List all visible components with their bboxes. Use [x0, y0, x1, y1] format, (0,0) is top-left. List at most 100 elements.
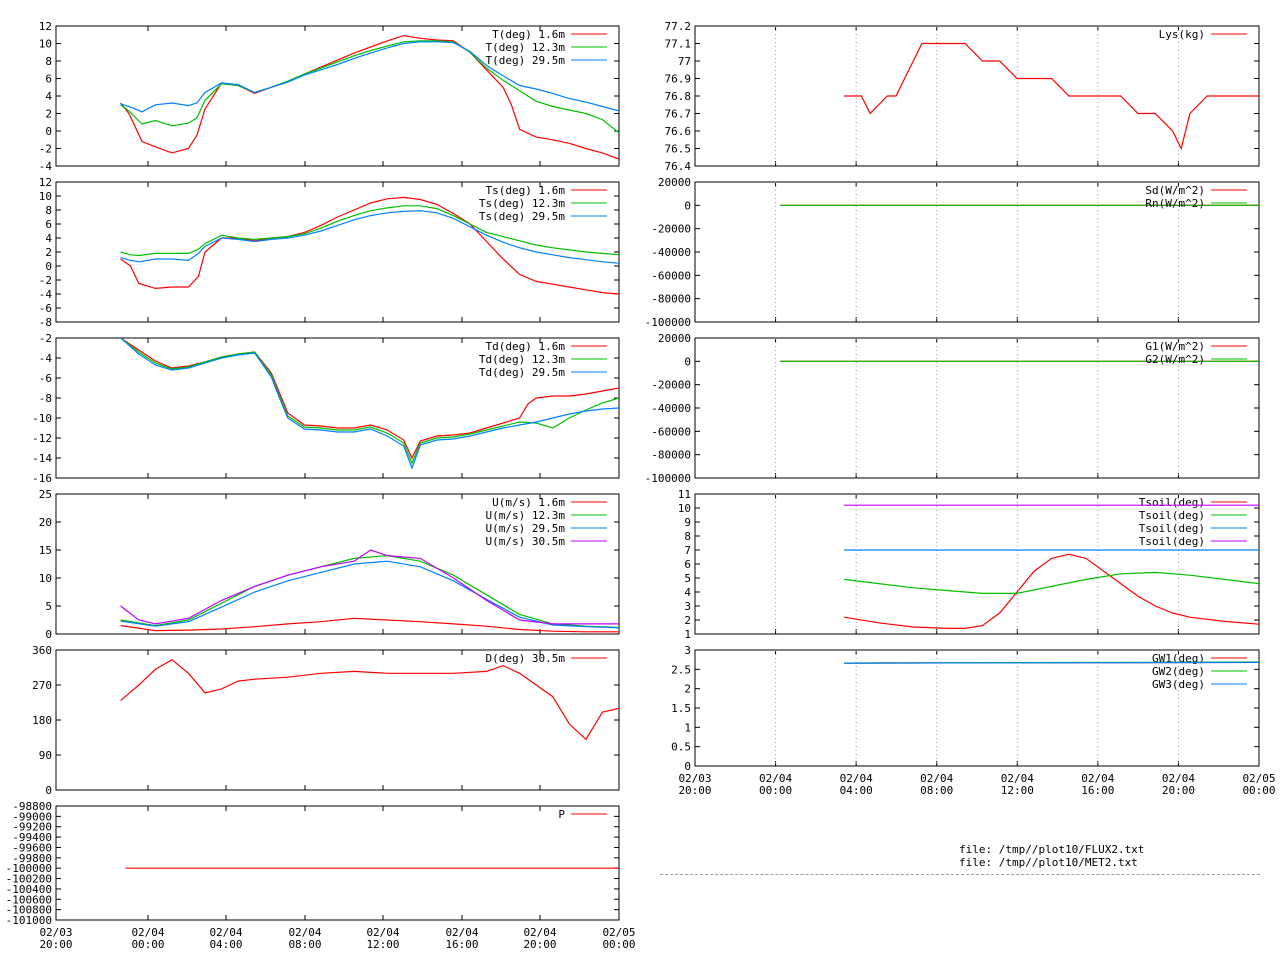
y-tick-label: 1.5 [671, 702, 691, 715]
x-tick-time: 08:00 [920, 784, 953, 797]
y-tick-label: 10 [678, 502, 691, 515]
y-tick-label: 10 [39, 38, 52, 51]
y-tick-label: 0 [45, 125, 52, 138]
y-tick-label: 76.4 [665, 160, 692, 173]
y-tick-label: 0 [684, 199, 691, 212]
y-tick-label: -6 [39, 302, 52, 315]
file-note-met: file: /tmp//plot10/MET2.txt [959, 856, 1138, 869]
y-tick-label: 25 [39, 488, 52, 501]
legend-label: U(m/s) 30.5m [486, 535, 566, 548]
panel-ground_flux: -100000 -80000 -60000 -40000 -20000 0 20000 G1(… [645, 332, 1260, 485]
legend-label: GW3(deg) [1152, 678, 1205, 691]
y-tick-label: -80000 [651, 449, 691, 462]
y-tick-label: 12 [39, 176, 52, 189]
x-tick-time: 12:00 [1001, 784, 1034, 797]
y-tick-label: -10 [32, 412, 52, 425]
legend-label: T(deg) 12.3m [486, 41, 566, 54]
x-tick-time: 00:00 [759, 784, 792, 797]
legend-label: Ts(deg) 29.5m [479, 210, 565, 223]
y-tick-label: 76.6 [665, 125, 692, 138]
legend-label: GW2(deg) [1152, 665, 1205, 678]
series-line-sonic_temp-2 [120, 210, 619, 264]
x-tick-date: 02/03 [678, 772, 711, 785]
y-tick-label: 0 [684, 355, 691, 368]
x-tick-time: 20:00 [678, 784, 711, 797]
y-tick-label: 7 [684, 544, 691, 557]
y-tick-label: 0 [684, 760, 691, 773]
panel-soil_temp: 1234567891011Tsoil(deg)Tsoil(deg)Tsoil(d… [678, 488, 1260, 641]
series-line-dewpoint-2 [120, 338, 619, 470]
y-tick-label: -100800 [6, 904, 52, 917]
panel-frame [55, 805, 620, 921]
y-tick-label: 9 [684, 516, 691, 529]
series-line-sonic_temp-1 [120, 205, 619, 257]
y-tick-label: 76.8 [665, 90, 692, 103]
panel-lysimeter: 76.4 76.5 76.6 76.7 76.8 76.9 77 77.1 77.2 Lys(kg… [665, 20, 1260, 173]
y-tick-label: -80000 [651, 293, 691, 306]
x-tick-date: 02/04 [1001, 772, 1034, 785]
series-line-sonic_temp-0 [120, 196, 619, 295]
y-tick-label: 1 [684, 721, 691, 734]
legend-label: Tsoil(deg) [1139, 496, 1205, 509]
y-tick-label: 6 [45, 73, 52, 86]
y-tick-label: -100400 [6, 883, 52, 896]
y-tick-label: 76.5 [665, 143, 692, 156]
y-tick-label: -99000 [12, 810, 52, 823]
x-tick-date: 02/04 [288, 926, 321, 939]
y-tick-label: 77.1 [665, 38, 692, 51]
y-tick-label: 8 [684, 530, 691, 543]
series-line-temp-1 [120, 40, 619, 134]
panel-gw_temp: 00.511.522.5302/0320:0002/0400:0002/0404… [671, 644, 1275, 797]
x-tick-date: 02/03 [39, 926, 72, 939]
y-tick-label: 6 [45, 218, 52, 231]
y-tick-label: 20 [39, 516, 52, 529]
y-tick-label: -6 [39, 372, 52, 385]
legend-label: Ts(deg) 12.3m [479, 197, 565, 210]
x-tick-time: 16:00 [445, 938, 478, 951]
panel-wind_dir: 0 90 180 270 360 D(deg) 30.5m [32, 644, 620, 797]
y-tick-label: 15 [39, 544, 52, 557]
y-tick-label: -4 [39, 352, 53, 365]
y-tick-label: -100000 [645, 472, 691, 485]
series-line-wind_speed-3 [120, 549, 619, 625]
panel-frame [55, 493, 620, 635]
legend-label: Td(deg) 1.6m [486, 340, 566, 353]
series-line-wind_speed-1 [120, 554, 619, 628]
y-tick-label: -99600 [12, 841, 52, 854]
y-tick-label: 0 [45, 784, 52, 797]
x-tick-time: 20:00 [523, 938, 556, 951]
y-tick-label: -2 [39, 143, 52, 156]
y-tick-label: 4 [45, 90, 52, 103]
y-tick-label: 180 [32, 714, 52, 727]
y-tick-label: 8 [45, 55, 52, 68]
y-tick-label: -8 [39, 392, 52, 405]
y-tick-label: 360 [32, 644, 52, 657]
y-tick-label: 2 [684, 683, 691, 696]
x-tick-date: 02/04 [759, 772, 792, 785]
y-tick-label: -4 [39, 288, 53, 301]
y-tick-label: 77.2 [665, 20, 692, 33]
y-tick-label: 10 [39, 572, 52, 585]
y-tick-label: 77 [678, 55, 691, 68]
y-tick-label: 5 [684, 572, 691, 585]
legend-label: Td(deg) 12.3m [479, 353, 565, 366]
y-tick-label: 0.5 [671, 741, 691, 754]
y-tick-label: 20000 [658, 176, 691, 189]
y-tick-label: -100200 [6, 873, 52, 886]
series-line-wind_speed-2 [120, 560, 619, 629]
x-tick-date: 02/04 [1081, 772, 1114, 785]
y-tick-label: 4 [45, 232, 52, 245]
x-tick-time: 16:00 [1081, 784, 1114, 797]
series-line-soil_temp-1 [844, 571, 1259, 594]
series-line-wind_speed-0 [120, 617, 619, 633]
y-tick-label: -14 [32, 452, 52, 465]
series-line-soil_temp-0 [844, 553, 1259, 629]
y-tick-label: -60000 [651, 269, 691, 282]
panel-pressure: -101000-100800-100600-100400-100200-1000… [6, 800, 636, 951]
series-line-wind_dir-0 [120, 658, 619, 741]
x-tick-time: 00:00 [1242, 784, 1275, 797]
x-tick-time: 04:00 [209, 938, 242, 951]
x-tick-time: 08:00 [288, 938, 321, 951]
